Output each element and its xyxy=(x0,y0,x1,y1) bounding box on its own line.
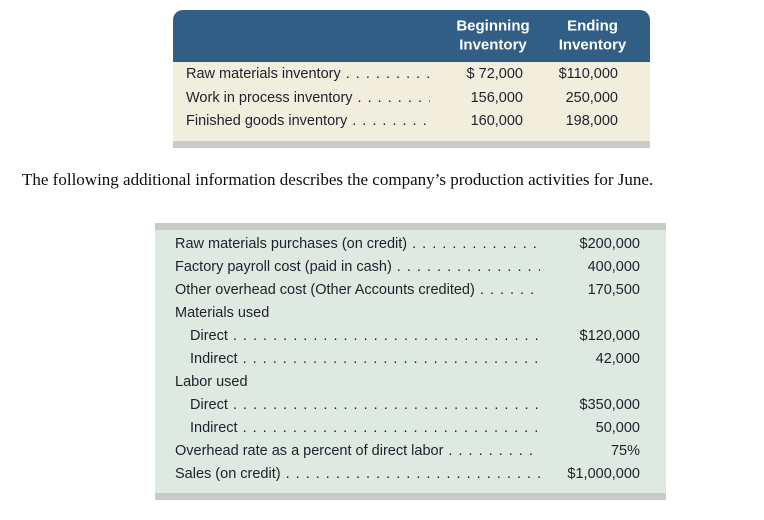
row-label: Factory payroll cost (paid in cash) xyxy=(175,259,392,275)
row-label: Raw materials inventory xyxy=(186,66,341,82)
row-label: Sales (on credit) xyxy=(175,466,281,482)
row-label: Direct xyxy=(190,397,228,413)
table-row: Direct $350,000 xyxy=(175,397,640,420)
dot-leader xyxy=(397,259,540,275)
production-table-body: Raw materials purchases (on credit) $200… xyxy=(155,230,666,493)
table-row: Work in process inventory 156,000 250,00… xyxy=(186,90,618,114)
row-label: Work in process inventory xyxy=(186,89,353,106)
table-row: Finished goods inventory 160,000 198,000 xyxy=(186,113,618,137)
row-value: 170,500 xyxy=(587,282,640,298)
row-value: $120,000 xyxy=(579,328,640,344)
row-label: Overhead rate as a percent of direct lab… xyxy=(175,443,444,459)
dot-leader xyxy=(352,113,430,129)
inventory-table-header: Beginning Inventory Ending Inventory xyxy=(173,10,650,62)
column-header-beginning-inventory: Beginning Inventory xyxy=(456,17,530,53)
row-value: $1,000,000 xyxy=(567,466,640,482)
dot-leader xyxy=(448,443,540,459)
section-label: Labor used xyxy=(175,374,248,390)
row-value: 42,000 xyxy=(595,351,640,367)
row-label: Indirect xyxy=(190,351,238,367)
table-shadow-strip xyxy=(173,140,650,148)
dot-leader xyxy=(480,282,540,298)
dot-leader xyxy=(233,397,540,413)
row-label: Finished goods inventory xyxy=(186,113,348,129)
beginning-value: 156,000 xyxy=(470,89,523,106)
dot-leader xyxy=(286,466,540,482)
row-label: Other overhead cost (Other Accounts cred… xyxy=(175,282,475,298)
table-shadow-strip-top xyxy=(155,223,666,230)
row-label: Raw materials purchases (on credit) xyxy=(175,236,408,252)
ending-value: $110,000 xyxy=(558,66,618,82)
table-row: Direct $120,000 xyxy=(175,328,640,351)
row-value: $350,000 xyxy=(579,397,640,413)
section-row: Labor used xyxy=(175,374,640,397)
production-table: Raw materials purchases (on credit) $200… xyxy=(155,223,666,500)
table-row: Raw materials purchases (on credit) $200… xyxy=(175,236,640,259)
row-value: 75% xyxy=(610,443,640,459)
table-row: Indirect 50,000 xyxy=(175,420,640,443)
dot-leader xyxy=(346,66,430,82)
inventory-table-body: Raw materials inventory $ 72,000 $110,00… xyxy=(173,62,650,141)
dot-leader xyxy=(412,236,540,252)
row-value: $200,000 xyxy=(579,236,640,252)
dot-leader xyxy=(233,328,540,344)
section-label: Materials used xyxy=(175,305,270,321)
beginning-value: $ 72,000 xyxy=(466,66,523,82)
inventory-table: Beginning Inventory Ending Inventory Raw… xyxy=(173,10,650,148)
row-label: Indirect xyxy=(190,420,238,436)
table-shadow-strip-bottom xyxy=(155,493,666,500)
table-row: Sales (on credit) $1,000,000 xyxy=(175,466,640,489)
row-value: 400,000 xyxy=(587,259,640,275)
dot-leader xyxy=(243,351,540,367)
table-row: Other overhead cost (Other Accounts cred… xyxy=(175,282,640,305)
row-label: Direct xyxy=(190,328,228,344)
column-header-ending-inventory: Ending Inventory xyxy=(558,17,627,53)
paragraph: The following additional information des… xyxy=(22,170,654,189)
table-row: Indirect 42,000 xyxy=(175,351,640,374)
beginning-value: 160,000 xyxy=(470,113,523,129)
row-value: 50,000 xyxy=(595,420,640,436)
table-row: Raw materials inventory $ 72,000 $110,00… xyxy=(186,66,618,90)
dot-leader xyxy=(243,420,540,436)
dot-leader xyxy=(358,90,430,106)
table-row: Factory payroll cost (paid in cash) 400,… xyxy=(175,259,640,282)
table-row: Overhead rate as a percent of direct lab… xyxy=(175,443,640,466)
section-row: Materials used xyxy=(175,305,640,328)
ending-value: 198,000 xyxy=(565,113,618,129)
ending-value: 250,000 xyxy=(565,89,618,106)
